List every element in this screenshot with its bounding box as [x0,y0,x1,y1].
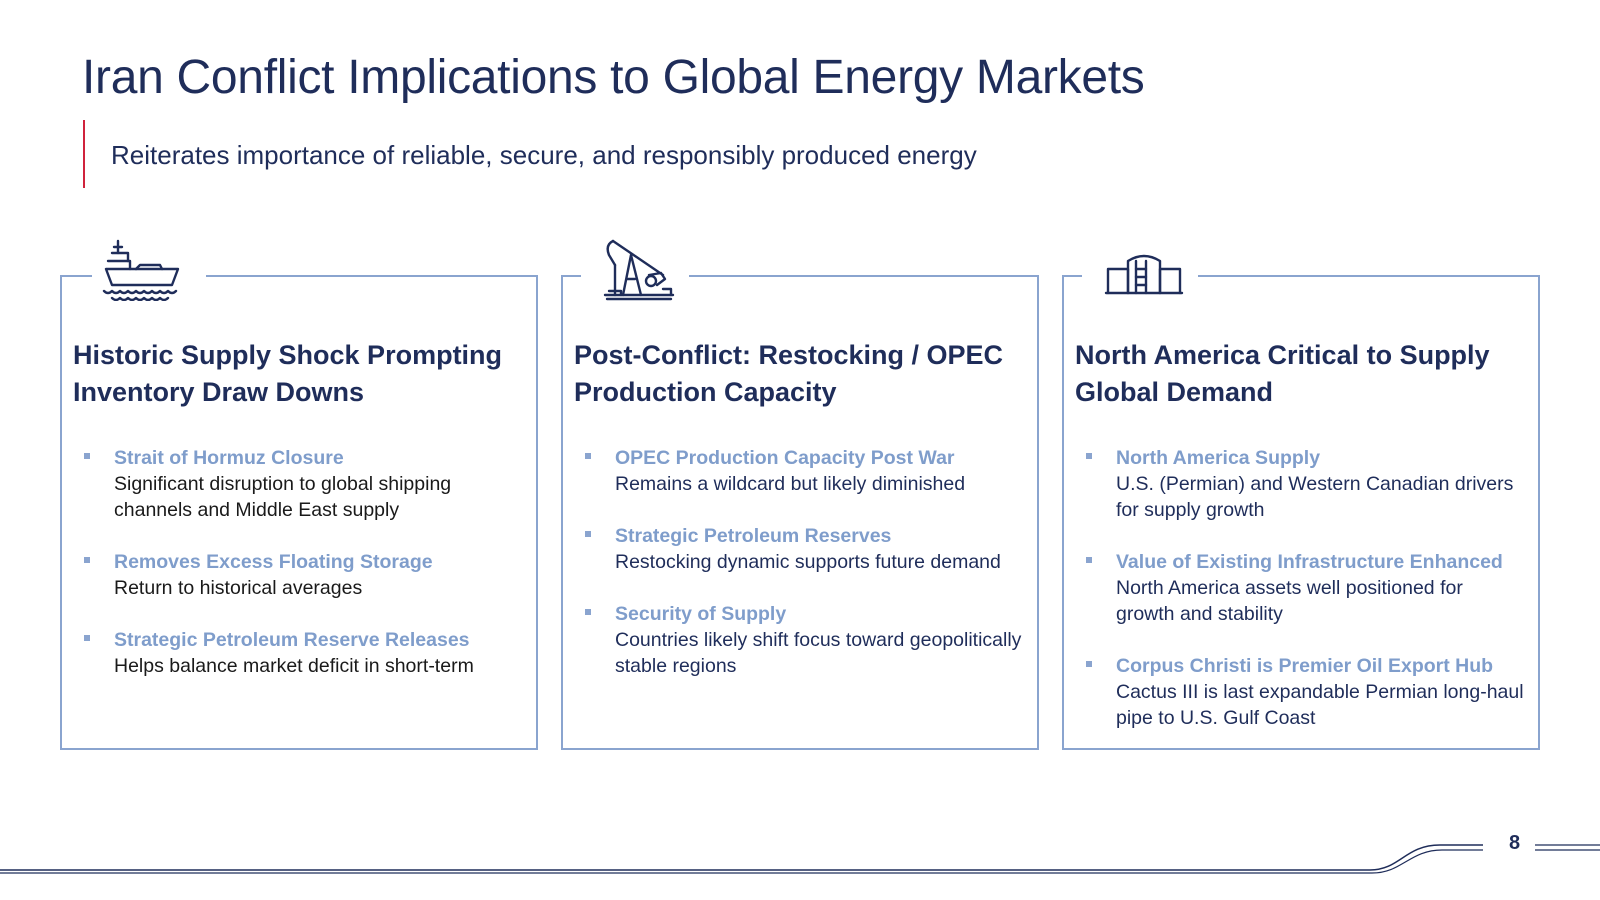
page-title: Iran Conflict Implications to Global Ene… [82,51,1145,104]
storage-tank-icon [1102,235,1186,304]
bullet-marker [585,531,591,537]
bullet-marker [1086,661,1092,667]
bullet-text: Restocking dynamic supports future deman… [615,551,1001,573]
card-north-america: North America Critical to Supply Global … [1062,254,1540,750]
bullet-title: Strategic Petroleum Reserves [615,525,892,547]
bullet-text: Significant disruption to global shippin… [114,473,452,521]
bullet-title: Value of Existing Infrastructure Enhance… [1116,551,1503,573]
list-item: North America Supply U.S. (Permian) and … [1086,445,1526,523]
bullet-text: Countries likely shift focus toward geop… [615,629,1022,677]
bullet-marker [84,635,90,641]
bullet-title: North America Supply [1116,447,1321,469]
bullet-list: Strait of Hormuz Closure Significant dis… [84,445,524,705]
bullet-title: OPEC Production Capacity Post War [615,447,955,469]
bullet-list: North America Supply U.S. (Permian) and … [1086,445,1526,757]
ship-icon [100,235,184,306]
list-item: Strait of Hormuz Closure Significant dis… [84,445,524,523]
bullet-text: U.S. (Permian) and Western Canadian driv… [1116,473,1514,521]
bullet-marker [585,453,591,459]
bullet-marker [84,453,90,459]
bullet-list: OPEC Production Capacity Post War Remain… [585,445,1025,705]
bullet-marker [84,557,90,563]
page-number: 8 [1509,832,1521,854]
card-heading: Historic Supply Shock Prompting Inventor… [73,340,503,407]
list-item: Removes Excess Floating Storage Return t… [84,549,524,601]
list-item: OPEC Production Capacity Post War Remain… [585,445,1025,497]
bullet-marker [1086,453,1092,459]
bullet-text: Cactus III is last expandable Permian lo… [1116,681,1524,729]
bullet-title: Strait of Hormuz Closure [114,447,344,469]
bullet-title: Corpus Christi is Premier Oil Export Hub [1116,655,1494,677]
bullet-text: North America assets well positioned for… [1116,577,1463,625]
bullet-title: Removes Excess Floating Storage [114,551,433,573]
list-item: Value of Existing Infrastructure Enhance… [1086,549,1526,627]
bullet-marker [1086,557,1092,563]
bullet-title: Security of Supply [615,603,787,625]
footer-swoosh [0,844,1600,874]
list-item: Strategic Petroleum Reserve Releases Hel… [84,627,524,679]
bullet-title: Strategic Petroleum Reserve Releases [114,629,470,651]
card-heading: Post-Conflict: Restocking / OPEC Product… [574,340,1004,407]
card-supply-shock: Historic Supply Shock Prompting Inventor… [60,239,538,750]
list-item: Corpus Christi is Premier Oil Export Hub… [1086,653,1526,731]
bullet-text: Return to historical averages [114,577,363,599]
card-post-conflict: Post-Conflict: Restocking / OPEC Product… [561,239,1039,750]
list-item: Security of Supply Countries likely shif… [585,601,1025,679]
card-heading: North America Critical to Supply Global … [1075,340,1490,407]
bullet-marker [585,609,591,615]
page-subtitle: Reiterates importance of reliable, secur… [111,140,977,170]
subtitle-accent-bar [83,120,85,188]
bullet-text: Remains a wildcard but likely diminished [615,473,966,495]
list-item: Strategic Petroleum Reserves Restocking … [585,523,1025,575]
pumpjack-icon [601,235,677,306]
bullet-text: Helps balance market deficit in short-te… [114,655,474,677]
